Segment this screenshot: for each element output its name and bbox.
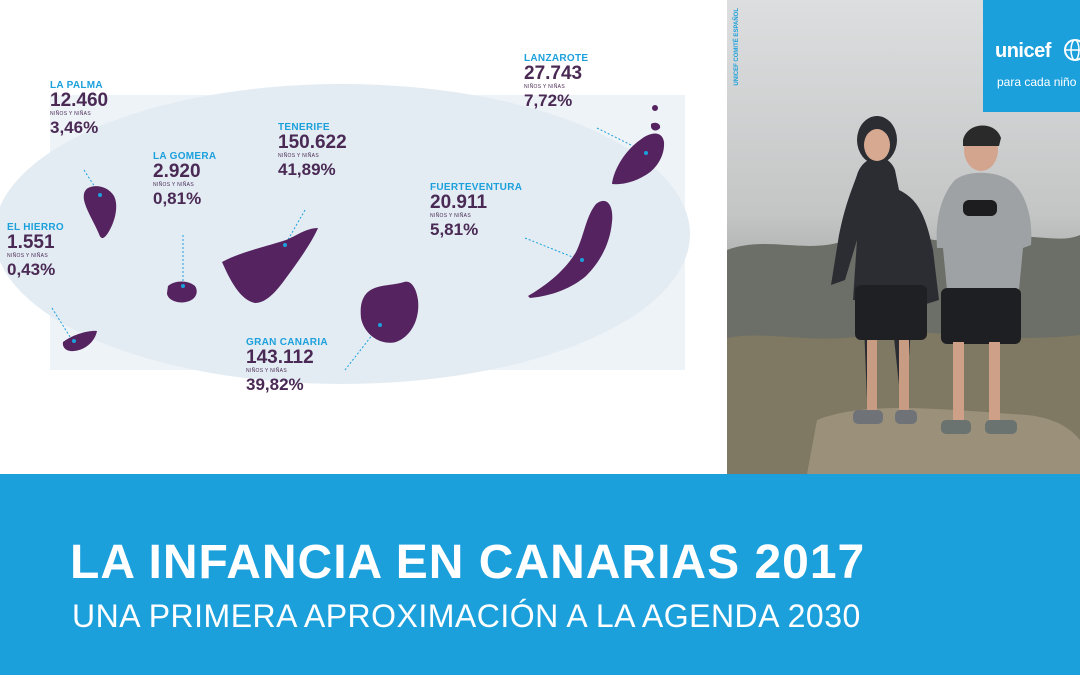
person-right: [936, 125, 1032, 434]
island-percent: 7,72%: [524, 91, 573, 110]
label-gran-canaria: GRAN CANARIA 143.112 NIÑOS Y NIÑAS 39,82…: [246, 337, 328, 394]
label-tenerife: TENERIFE 150.622 NIÑOS Y NIÑAS 41,89%: [278, 122, 347, 179]
island-percent: 39,82%: [246, 375, 304, 394]
title-banner: LA INFANCIA EN CANARIAS 2017 UNA PRIMERA…: [0, 474, 1080, 675]
marker-la-gomera: [181, 284, 185, 288]
unicef-globe-icon: [1064, 39, 1080, 61]
island-la-gomera: [167, 281, 197, 303]
canary-islands-map: LA PALMA 12.460 NIÑOS Y NIÑAS 3,46% LA G…: [0, 0, 727, 474]
leader-line-fuerteventura: [524, 237, 581, 261]
island-children-count: 12.460: [50, 90, 109, 111]
island-percent: 3,46%: [50, 118, 99, 137]
label-lanzarote: LANZAROTE 27.743 NIÑOS Y NIÑAS 7,72%: [524, 53, 588, 110]
foreground-rock: [807, 408, 1080, 474]
person-right-sweater: [936, 172, 1032, 290]
island-el-hierro: [62, 330, 97, 352]
island-children-count: 27.743: [524, 63, 583, 84]
brand-tagline: para cada niño: [997, 75, 1077, 89]
island-markers: [72, 151, 648, 343]
marker-la-palma: [98, 193, 102, 197]
island-fuerteventura: [528, 200, 613, 298]
person-left-leg-right: [899, 336, 909, 410]
island-unit: NIÑOS Y NIÑAS: [50, 111, 91, 117]
islet-alegranza: [652, 105, 658, 111]
person-right-shorts: [941, 288, 1021, 344]
person-left-body: [831, 157, 939, 400]
map-graphic: [0, 84, 690, 384]
map-ellipse: [0, 84, 690, 384]
island-tenerife: [222, 228, 318, 303]
person-right-shoe-right: [985, 420, 1017, 434]
island-percent: 41,89%: [278, 160, 336, 179]
island-name: TENERIFE: [278, 122, 330, 133]
label-fuerteventura: FUERTEVENTURA 20.911 NIÑOS Y NIÑAS 5,81%: [430, 182, 522, 239]
photo-credit: UNICEF COMITÉ ESPAÑOL: [734, 8, 740, 86]
island-unit: NIÑOS Y NIÑAS: [524, 84, 565, 90]
person-right-fanny-pack: [963, 200, 997, 216]
unicef-logo-box: unicef para cada niño: [983, 0, 1080, 112]
person-left-shoe-right: [895, 410, 917, 424]
marker-fuerteventura: [580, 258, 584, 262]
person-right-leg-right: [989, 342, 1000, 422]
label-el-hierro: EL HIERRO 1.551 NIÑOS Y NIÑAS 0,43%: [7, 222, 64, 279]
island-name: LA PALMA: [50, 80, 103, 91]
label-la-gomera: LA GOMERA 2.920 NIÑOS Y NIÑAS 0,81%: [153, 151, 216, 208]
island-name: EL HIERRO: [7, 222, 64, 233]
island-la-palma: [83, 186, 117, 239]
island-unit: NIÑOS Y NIÑAS: [7, 253, 48, 259]
island-unit: NIÑOS Y NIÑAS: [430, 213, 471, 219]
person-left-leg: [867, 336, 877, 410]
island-name: GRAN CANARIA: [246, 337, 328, 348]
person-left: [831, 116, 939, 424]
island-children-count: 20.911: [430, 192, 488, 213]
island-unit: NIÑOS Y NIÑAS: [278, 153, 319, 159]
marker-el-hierro: [72, 339, 76, 343]
marker-gran-canaria: [378, 323, 382, 327]
island-children-count: 1.551: [7, 232, 55, 253]
island-percent: 0,43%: [7, 260, 56, 279]
island-children-count: 2.920: [153, 161, 201, 182]
marker-lanzarote: [644, 151, 648, 155]
label-la-palma: LA PALMA 12.460 NIÑOS Y NIÑAS 3,46%: [50, 80, 108, 137]
island-la-graciosa: [651, 122, 661, 131]
person-right-leg: [953, 342, 964, 422]
photo-panel: UNICEF COMITÉ ESPAÑOL unicef para cada n…: [727, 0, 1080, 474]
island-name: FUERTEVENTURA: [430, 182, 523, 193]
island-children-count: 143.112: [246, 347, 314, 368]
person-right-cap: [963, 125, 1001, 146]
person-left-shoe: [853, 410, 883, 424]
island-unit: NIÑOS Y NIÑAS: [246, 368, 287, 374]
report-title: LA INFANCIA EN CANARIAS 2017: [70, 536, 866, 589]
island-percent: 0,81%: [153, 189, 202, 208]
leader-line-gran-canaria: [344, 324, 381, 371]
island-percent: 5,81%: [430, 220, 479, 239]
brand-name: unicef: [995, 40, 1051, 62]
island-name: LANZAROTE: [524, 53, 589, 64]
islands: [62, 105, 665, 352]
island-lanzarote: [612, 133, 665, 185]
island-name: LA GOMERA: [153, 151, 217, 162]
person-left-face: [864, 129, 890, 161]
report-subtitle: UNA PRIMERA APROXIMACIÓN A LA AGENDA 203…: [72, 598, 861, 634]
marker-tenerife: [283, 243, 287, 247]
island-unit: NIÑOS Y NIÑAS: [153, 182, 194, 188]
person-left-shorts: [855, 285, 927, 340]
island-gran-canaria: [360, 281, 419, 343]
island-children-count: 150.622: [278, 132, 347, 153]
person-right-shoe: [941, 420, 971, 434]
